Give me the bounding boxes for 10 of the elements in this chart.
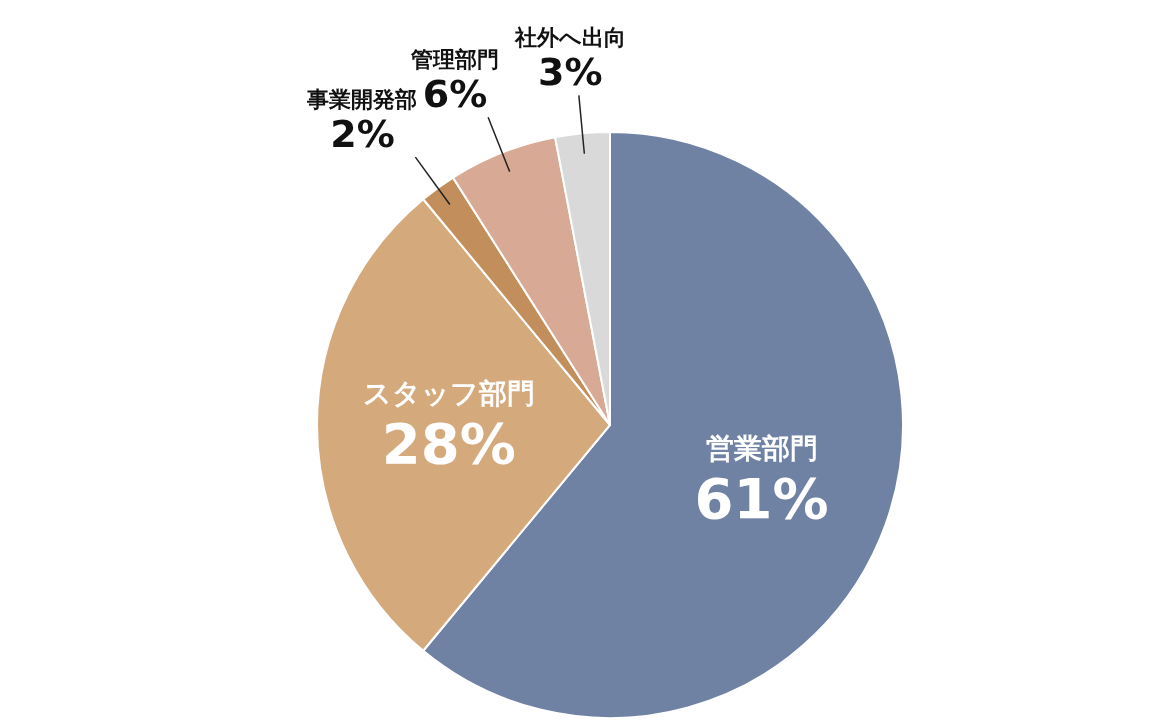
data-label: 6% bbox=[422, 72, 488, 117]
data-label: 2% bbox=[330, 112, 395, 157]
slice-label: スタッフ部門 bbox=[362, 377, 535, 410]
slice-label: 事業開発部 bbox=[306, 87, 418, 113]
slice-label: 営業部門 bbox=[705, 431, 818, 465]
slice-label: 社外へ出向 bbox=[513, 25, 626, 51]
data-label: 28% bbox=[381, 411, 516, 476]
data-label: 3% bbox=[538, 50, 603, 95]
slice-label: 管理部門 bbox=[409, 47, 499, 73]
data-label: 61% bbox=[694, 465, 829, 531]
